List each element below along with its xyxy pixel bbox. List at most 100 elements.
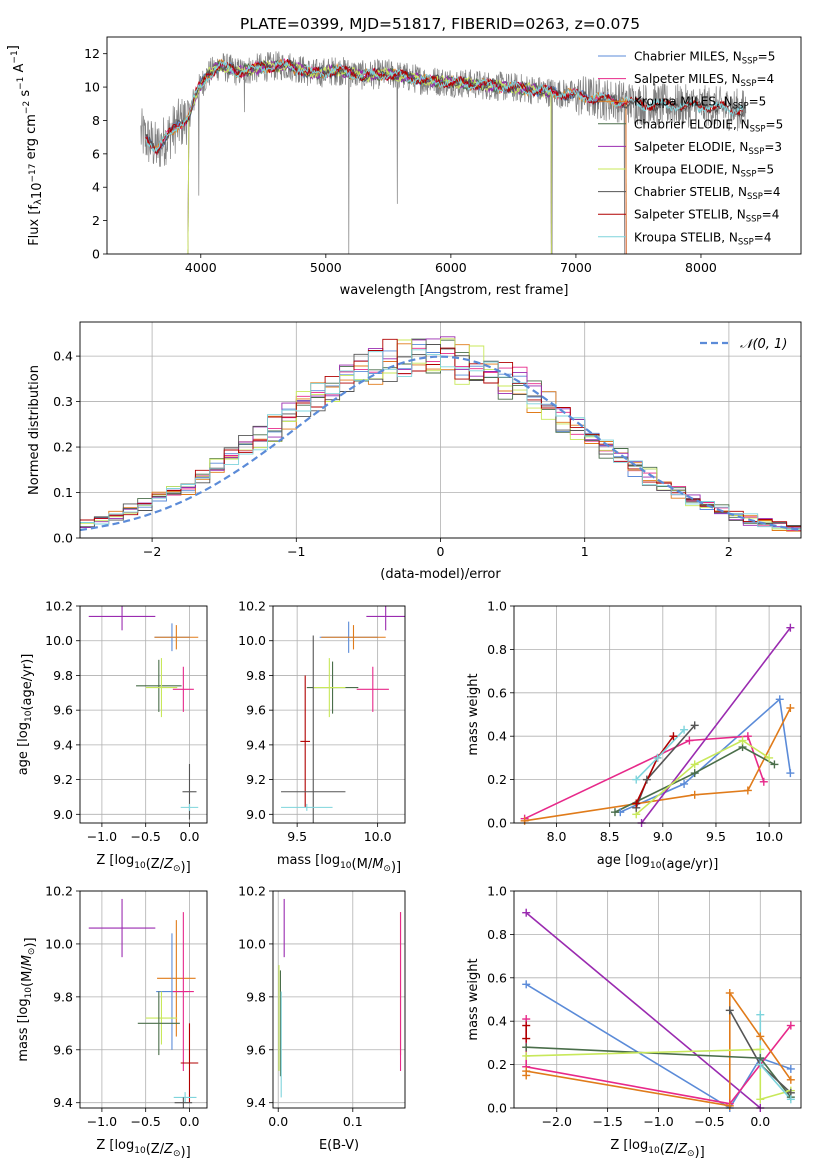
plus-marker (653, 753, 662, 762)
y-tick-label: 0.2 (487, 1057, 507, 1072)
y-tick-label: 0.4 (487, 1014, 507, 1029)
plot-area (80, 336, 801, 532)
plus-marker (522, 908, 531, 917)
plus-marker (680, 779, 689, 788)
errorbar-point (174, 1097, 193, 1108)
plus-marker (669, 732, 678, 741)
plus-marker (786, 1095, 795, 1104)
x-tick-label: 0.0 (268, 1114, 288, 1129)
plus-marker (685, 736, 694, 745)
x-tick-label: 8.5 (600, 829, 620, 844)
axes-frame (79, 890, 208, 1109)
plus-marker (610, 808, 619, 817)
y-tick-label: 0.6 (487, 685, 507, 700)
plus-marker (690, 769, 699, 778)
y-tick-label: 0 (92, 247, 100, 262)
chart-age-vs-Z: −1.0 −0.5 0.0 9.0 9.2 9.4 9.6 9.8 10.0 10.2 Z [log… (16, 599, 208, 875)
y-tick-label: 0.3 (53, 394, 73, 409)
legend-label: Salpeter ELODIE, NSSP=3 (634, 140, 782, 157)
x-tick-label: −2.0 (542, 1114, 572, 1129)
x-tick-label: 0 (437, 544, 445, 559)
y-tick-label: 9.0 (246, 807, 266, 822)
weight-line-kroupa-elodie (526, 1048, 792, 1101)
y-axis-label: mass weight (466, 673, 481, 755)
x-axis-label: Z [log10(Z/Z⊙)] (96, 853, 190, 875)
plus-marker (725, 988, 734, 997)
y-tick-label: 9.4 (53, 737, 73, 752)
errorbar-point (356, 666, 389, 712)
y-tick-label: 0.6 (487, 970, 507, 985)
plus-marker (632, 799, 641, 808)
y-axis-label: mass [log10(M/M⊙)] (16, 937, 38, 1061)
gaussian-reference-curve (80, 355, 801, 532)
chart-weight-vs-age: 8.0 8.5 9.0 9.5 10.0 0.0 0.2 0.4 0.6 0.8 1.0 age [l… (466, 599, 802, 872)
plus-marker (743, 786, 752, 795)
plus-marker (738, 736, 747, 745)
legend-label: Chabrier STELIB, NSSP=4 (634, 185, 781, 202)
plus-marker (690, 721, 699, 730)
y-tick-label: 10 (84, 80, 100, 95)
plus-marker (642, 775, 651, 784)
x-tick-label: 0.0 (180, 1114, 200, 1129)
y-tick-label: 9.8 (246, 989, 266, 1004)
errorbar-point (145, 991, 178, 1045)
plus-marker (522, 1051, 531, 1060)
errorbar-point (137, 991, 180, 1056)
legend-label: Salpeter MILES, NSSP=4 (634, 72, 774, 89)
plus-marker (765, 753, 774, 762)
y-tick-label: 10.2 (238, 599, 266, 614)
y-tick-label: 0.2 (53, 440, 73, 455)
x-tick-label: −0.5 (131, 829, 161, 844)
y-tick-label: 9.4 (53, 1095, 73, 1110)
plus-marker (786, 1021, 795, 1030)
y-tick-label: 9.4 (246, 737, 266, 752)
weight-line-salpeter-elodie (525, 912, 761, 1108)
plus-marker (786, 1075, 795, 1084)
plus-marker (520, 816, 529, 825)
plot-area (140, 51, 747, 254)
x-tick-label: 6000 (435, 260, 467, 275)
x-axis-label: mass [log10(M/M⊙)] (277, 853, 401, 875)
y-tick-label: 9.4 (246, 1095, 266, 1110)
axes-frame (79, 605, 208, 824)
y-tick-label: 10.2 (238, 884, 266, 899)
x-axis-label: Z [log10(Z/Z⊙)] (96, 1138, 190, 1160)
plus-marker (725, 1101, 734, 1110)
plus-marker (786, 623, 795, 632)
weight-line-kroupa-miles (524, 707, 792, 822)
y-tick-label: 9.8 (53, 989, 73, 1004)
y-tick-label: 0.8 (487, 927, 507, 942)
x-tick-label: −2 (143, 544, 161, 559)
x-tick-label: −0.5 (694, 1114, 724, 1129)
axes-frame (513, 605, 802, 824)
errorbar-point (136, 659, 182, 712)
y-tick-label: 9.8 (246, 668, 266, 683)
errorbar-point (173, 1092, 197, 1103)
y-tick-label: 9.0 (53, 807, 73, 822)
x-tick-label: −1.5 (592, 1114, 622, 1129)
errorbar-point (182, 763, 197, 820)
x-tick-label: 1 (581, 544, 589, 559)
y-tick-label: 2 (92, 213, 100, 228)
plus-marker (756, 1045, 765, 1054)
weight-line-kroupa-elodie (635, 739, 770, 815)
axes-frame (79, 321, 802, 539)
errorbar-point (145, 658, 178, 718)
legend-label: Chabrier ELODIE, NSSP=5 (634, 117, 783, 134)
x-tick-label: −1.0 (87, 1114, 117, 1129)
plus-marker (759, 777, 768, 786)
x-axis-label: E(B-V) (319, 1138, 359, 1153)
y-tick-label: 8 (92, 113, 100, 128)
plus-marker (690, 790, 699, 799)
errorbar-point (300, 675, 311, 808)
plus-marker (775, 695, 784, 704)
plus-marker (756, 1010, 765, 1019)
errorbar-point (180, 1023, 199, 1103)
errorbar-point (366, 606, 405, 631)
axes-frame (272, 605, 406, 824)
legend-label: Kroupa MILES, NSSP=5 (634, 95, 766, 112)
chart-mass-vs-ebv: 0.0 0.1 9.4 9.6 9.8 10.0 10.2 E(B-V) (238, 884, 406, 1153)
chart-spectrum: 4000 5000 6000 7000 8000 0 2 4 6 8 10 12 wavelength … (6, 36, 802, 298)
y-tick-label: 0.0 (53, 531, 73, 546)
y-tick-label: 9.6 (53, 703, 73, 718)
